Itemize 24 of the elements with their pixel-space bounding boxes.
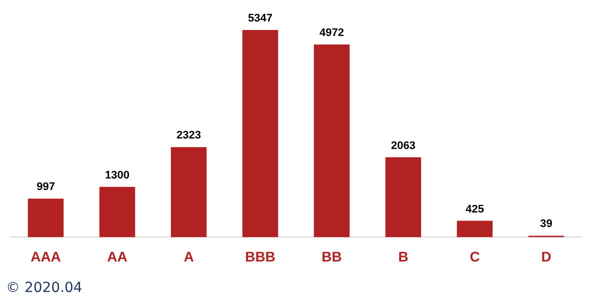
bar [456, 220, 493, 238]
x-tick-label: AA [107, 248, 128, 264]
data-label: 997 [36, 181, 55, 194]
data-label: 39 [540, 218, 552, 230]
x-tick-label: A [184, 248, 194, 264]
x-tick-label: BBB [245, 248, 276, 264]
x-tick-label: BB [322, 248, 342, 264]
bar [385, 157, 422, 238]
data-label: 5347 [248, 12, 272, 25]
data-label: 1300 [105, 169, 130, 182]
data-label: 4972 [320, 27, 344, 40]
data-label: 2063 [391, 140, 416, 152]
bar [314, 44, 350, 238]
x-tick-label: AAA [30, 248, 61, 264]
x-tick-label: D [541, 248, 552, 264]
x-tick-label: C [470, 248, 480, 264]
bar [99, 186, 136, 238]
data-label: 2323 [176, 130, 201, 142]
data-label: 425 [466, 203, 484, 216]
bar [28, 198, 64, 238]
bar [170, 147, 207, 238]
x-tick-label: B [398, 248, 408, 264]
text: © 2020.04 [6, 280, 82, 296]
bar [242, 30, 278, 238]
